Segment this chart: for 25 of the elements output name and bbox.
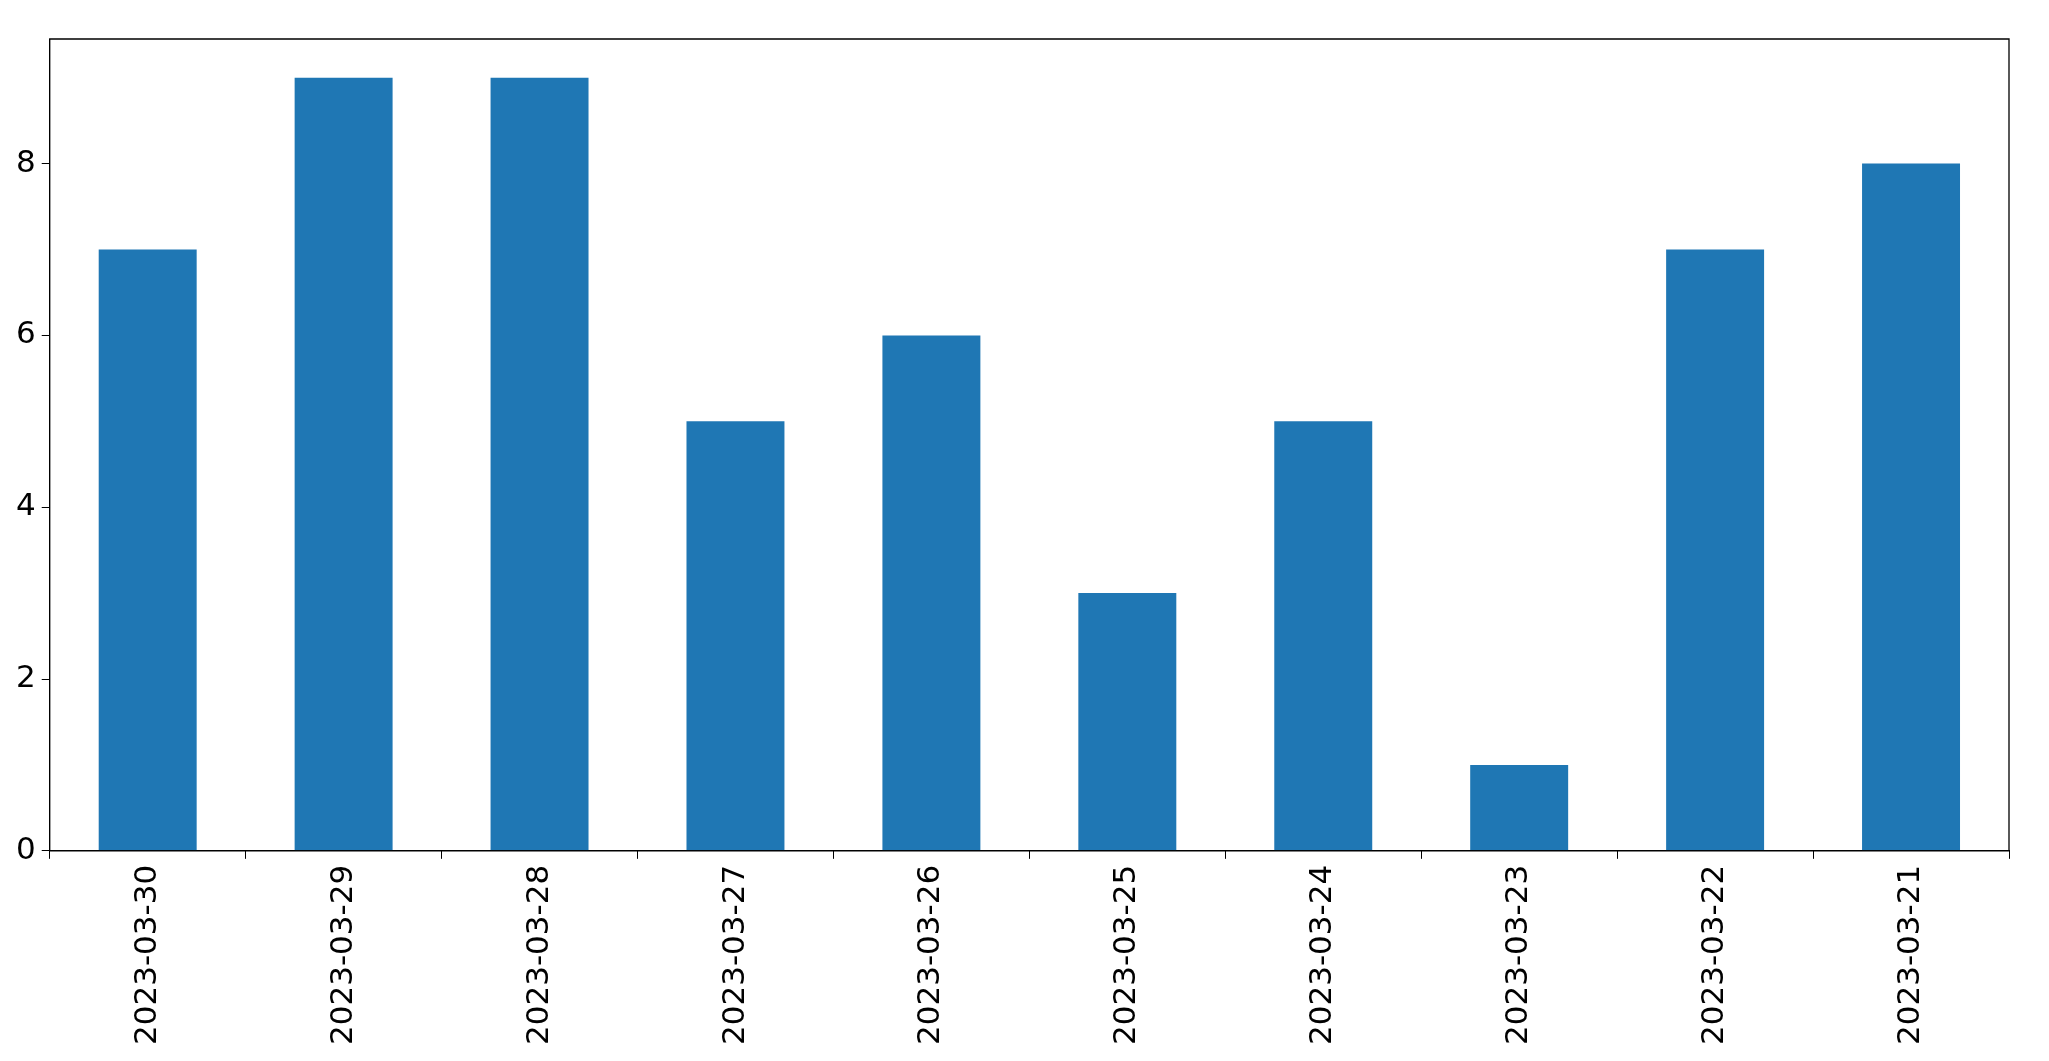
bar — [882, 335, 981, 851]
x-tick-label: 2023-03-24 — [1302, 864, 1339, 1046]
x-tick-label: 2023-03-26 — [910, 864, 947, 1046]
bar — [1274, 421, 1373, 851]
x-tick-label: 2023-03-30 — [126, 864, 163, 1046]
x-tick-label: 2023-03-23 — [1498, 864, 1535, 1046]
bar — [1666, 249, 1765, 851]
x-tick-label: 2023-03-21 — [1890, 864, 1927, 1046]
y-tick-label: 2 — [15, 658, 36, 695]
y-tick-label: 0 — [15, 829, 36, 866]
x-tick-label: 2023-03-25 — [1106, 864, 1143, 1046]
x-tick-label: 2023-03-29 — [322, 864, 359, 1046]
y-tick-label: 6 — [15, 314, 36, 351]
x-tick-label: 2023-03-27 — [714, 864, 751, 1046]
y-tick-label: 4 — [15, 486, 36, 523]
bar — [1862, 163, 1961, 851]
bar — [98, 249, 197, 851]
bar — [490, 77, 589, 851]
x-tick-label: 2023-03-28 — [518, 864, 555, 1046]
x-tick-label: 2023-03-22 — [1694, 864, 1731, 1046]
bar — [1470, 764, 1569, 851]
y-tick-label: 8 — [15, 142, 36, 179]
bar — [294, 77, 393, 851]
bar — [686, 421, 785, 851]
bar — [1078, 593, 1177, 851]
